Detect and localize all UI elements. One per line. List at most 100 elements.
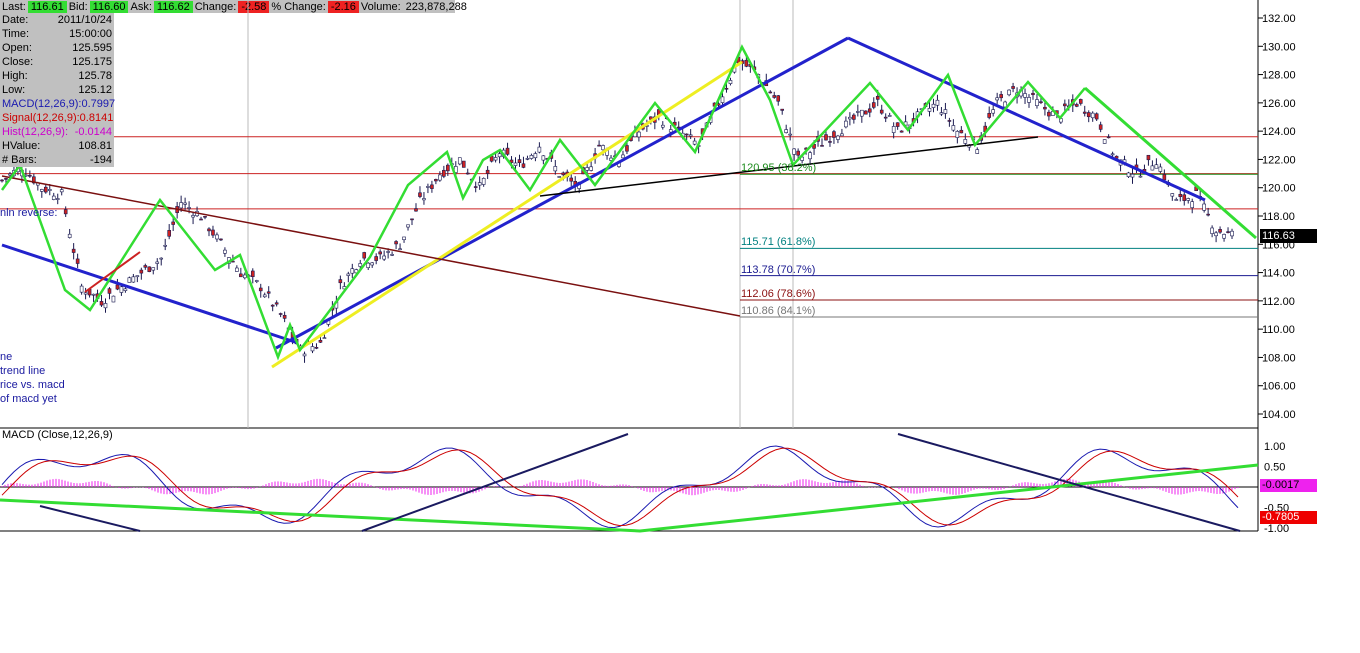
price-bar [525, 158, 530, 160]
price-bar [943, 109, 948, 114]
price-bar [59, 189, 64, 193]
info-value: 0.7997 [81, 98, 116, 110]
info-row: Date: 2011/10/24 [0, 13, 114, 27]
price-bar [43, 186, 48, 193]
price-bar [159, 257, 164, 260]
price-bar [1110, 153, 1115, 156]
price-bar [167, 230, 171, 237]
price-bar [282, 314, 287, 319]
price-bar [553, 166, 558, 172]
info-row: Hist(12,26,9): -0.0144 [0, 125, 114, 139]
price-bar [386, 251, 390, 253]
volume-label: Volume: [360, 0, 401, 13]
price-bar [119, 286, 124, 293]
macd-tick-label: 0.50 [1264, 462, 1285, 474]
price-bar [1170, 193, 1175, 197]
price-bar [1178, 193, 1183, 197]
neckline-black [539, 136, 1039, 197]
price-bar [1063, 103, 1067, 107]
macd-tick-label: -1.00 [1264, 523, 1289, 535]
price-bar [844, 120, 848, 128]
price-bar [51, 195, 56, 200]
price-bar [1074, 104, 1079, 107]
price-bar [589, 166, 593, 171]
price-bar [541, 155, 546, 161]
price-bar [1082, 111, 1087, 114]
price-bar [442, 169, 446, 177]
price-bar [768, 91, 773, 94]
price-bar [434, 179, 438, 182]
price-bar [1154, 164, 1159, 169]
price-bar [780, 108, 785, 111]
price-bar [235, 267, 239, 272]
price-bar [366, 262, 371, 268]
price-bar [637, 131, 641, 138]
price-bar [47, 189, 52, 191]
price-bar [477, 182, 482, 186]
info-row: Time: 15:00:00 [0, 27, 114, 41]
macd-hist-label: -0.0017 [1260, 479, 1317, 492]
price-bar [513, 162, 518, 166]
price-bar [585, 167, 589, 171]
trendline-green-down [1084, 86, 1257, 240]
price-bar [71, 248, 76, 253]
price-bar [955, 131, 960, 138]
info-value: 2011/10/24 [57, 14, 112, 26]
info-value: 125.78 [78, 70, 112, 82]
macd-trendline-green [0, 463, 1259, 533]
price-bar [1186, 198, 1191, 201]
annotation-line2: trend line [0, 365, 46, 377]
price-bar [278, 313, 283, 315]
price-bar [1098, 124, 1103, 130]
price-bar [270, 304, 275, 307]
annotation-line4: of macd yet [0, 393, 57, 405]
annotation-line3: rice vs. macd [0, 379, 65, 391]
price-bar [1162, 174, 1167, 181]
price-bar [1138, 175, 1143, 178]
price-bar [533, 153, 538, 159]
price-bar [1027, 97, 1031, 103]
price-bar [131, 276, 136, 283]
price-bar [871, 102, 876, 108]
price-bar [374, 256, 378, 261]
price-bar [155, 261, 160, 264]
ask-value: 116.62 [153, 0, 193, 13]
price-bar [91, 293, 96, 296]
price-bar [430, 184, 434, 189]
price-bar [67, 233, 72, 238]
price-bar [1202, 203, 1206, 211]
price-bar [1086, 112, 1091, 118]
price-bar [820, 145, 824, 147]
price-bar [493, 157, 498, 161]
price-bar [784, 129, 788, 133]
price-bar [390, 254, 394, 256]
price-bar [1023, 93, 1027, 98]
price-bar [625, 145, 629, 152]
price-bar [987, 113, 992, 118]
price-bar [171, 221, 175, 225]
price-bar [370, 262, 375, 266]
price-tick-label: 126.00 [1262, 98, 1296, 110]
trendline-yellow [271, 60, 743, 369]
info-label: Close: [2, 56, 34, 68]
price-bar [505, 147, 510, 155]
price-bar [262, 294, 267, 298]
price-bar [1003, 101, 1007, 108]
price-bar [927, 108, 932, 112]
price-bar [378, 251, 382, 255]
price-bar [1218, 229, 1222, 233]
price-bar [561, 172, 566, 176]
price-bar [692, 140, 697, 145]
price-tick-label: 114.00 [1262, 268, 1295, 280]
price-bar [1226, 231, 1230, 233]
bid-value: 116.60 [89, 0, 129, 13]
price-bar [1043, 106, 1047, 110]
price-bar [394, 241, 398, 245]
info-value: -194 [89, 154, 112, 166]
price-bar [40, 189, 44, 192]
price-bar [1150, 165, 1155, 171]
price-bar [1114, 155, 1119, 159]
ask-label: Ask: [130, 0, 152, 13]
price-bar [939, 112, 944, 115]
